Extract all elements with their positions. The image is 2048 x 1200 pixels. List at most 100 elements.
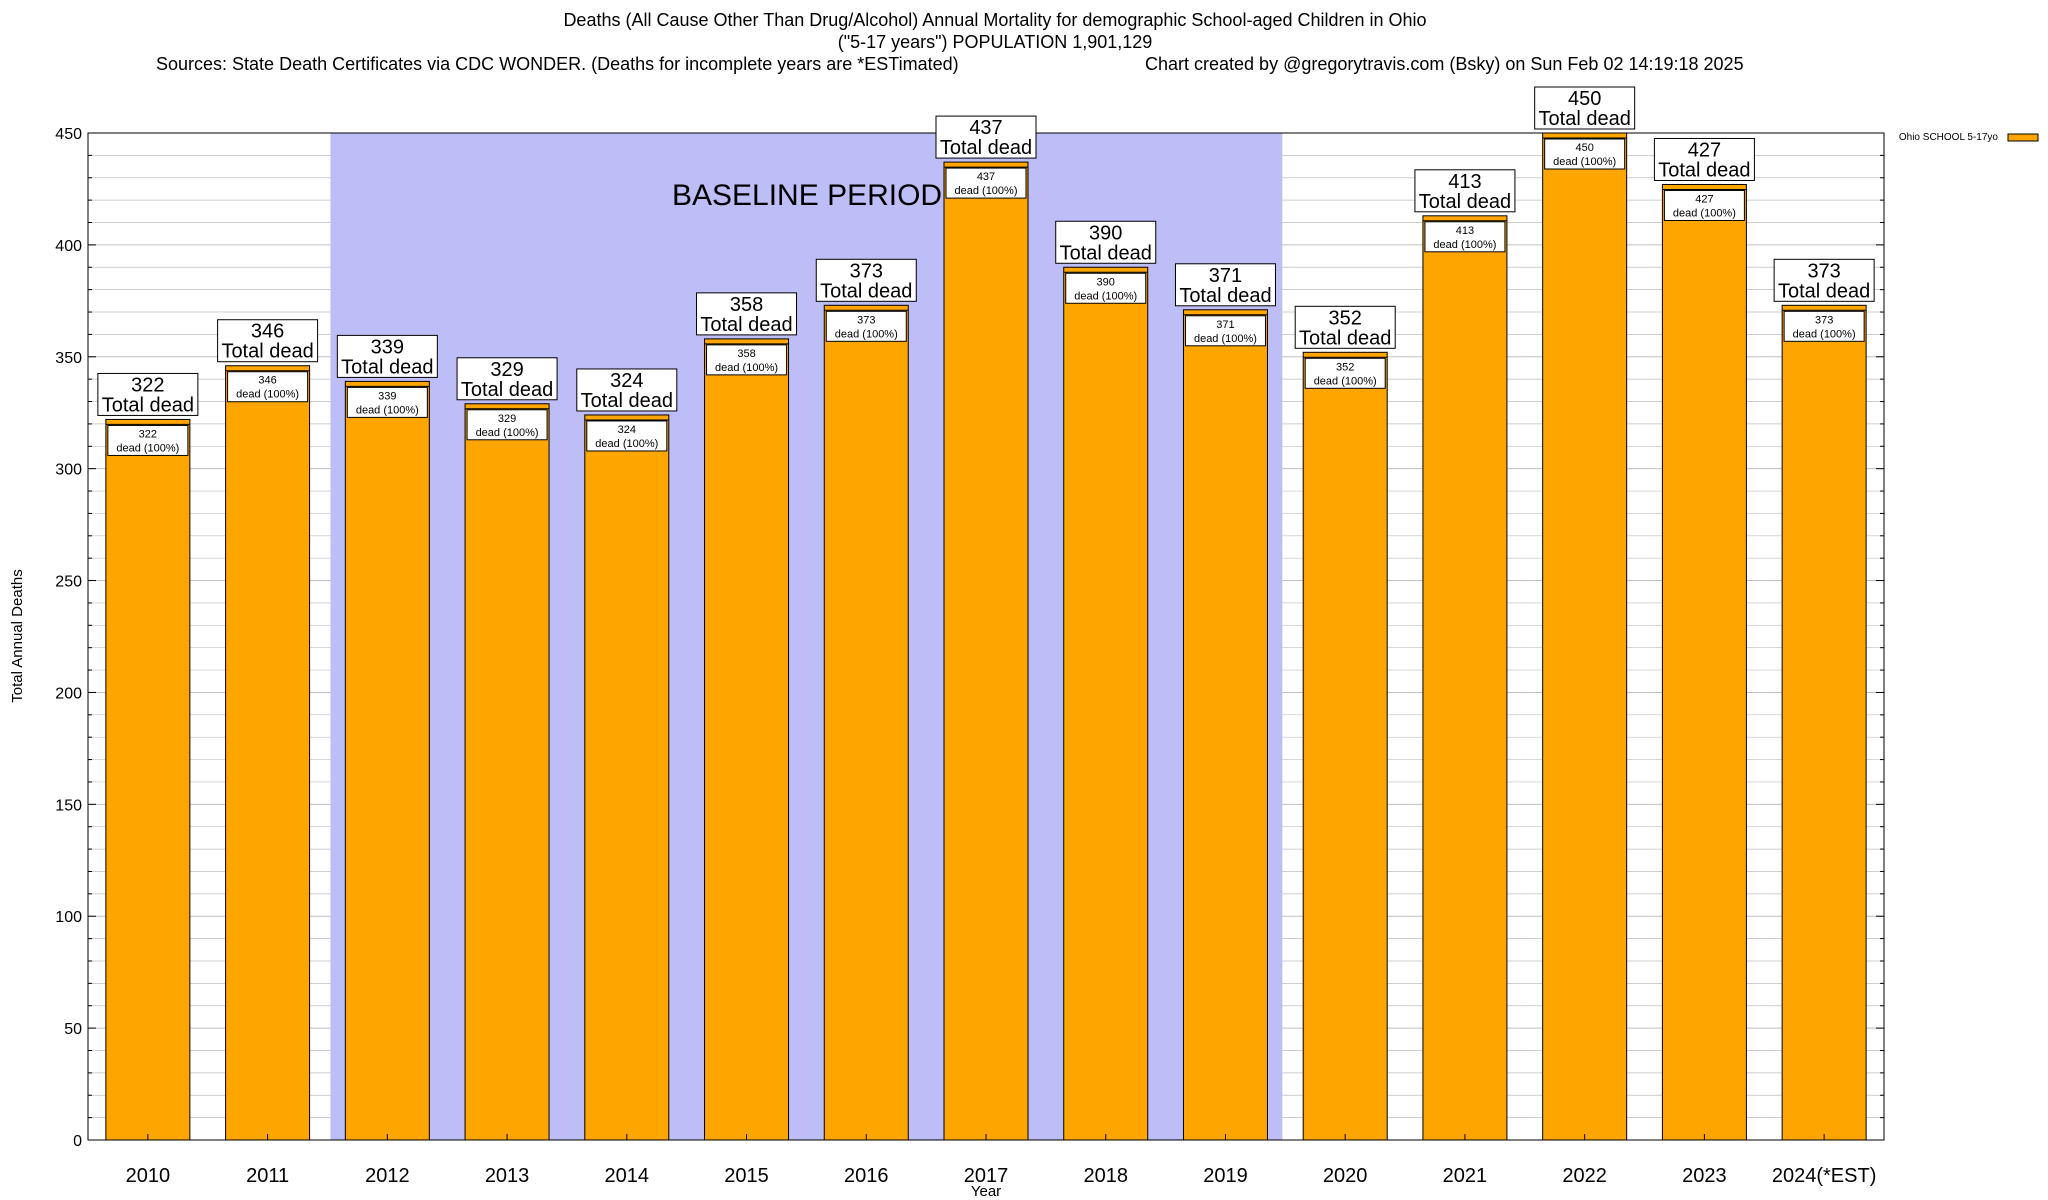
x-tick-label: 2012 xyxy=(365,1165,410,1187)
bar-2014 xyxy=(584,414,670,1141)
inner-value-label: 437 xyxy=(977,171,995,183)
inner-value-label: 427 xyxy=(1695,193,1713,205)
x-tick-label: 2015 xyxy=(724,1165,769,1187)
baseline-period-label: BASELINE PERIOD xyxy=(672,179,942,212)
inner-dead-label: dead (100%) xyxy=(116,442,179,454)
total-value-label: 358 xyxy=(730,294,763,316)
inner-label-box xyxy=(825,310,907,342)
x-tick-label: 2017 xyxy=(964,1165,1009,1187)
total-label-box xyxy=(1773,258,1875,302)
x-tick-label: 2019 xyxy=(1203,1165,1248,1187)
total-dead-label: Total dead xyxy=(1060,242,1152,264)
x-tick-label: 2021 xyxy=(1443,1165,1488,1187)
bar-2012 xyxy=(344,380,430,1141)
legend-swatch xyxy=(2007,133,2039,142)
chart-subtitle: ("5-17 years") POPULATION 1,901,129 xyxy=(837,32,1153,52)
bar-2015 xyxy=(704,338,790,1141)
bar-2011 xyxy=(225,365,311,1141)
total-label-box xyxy=(1174,263,1276,307)
x-tick-label: 2018 xyxy=(1083,1165,1128,1187)
total-value-label: 373 xyxy=(850,260,883,282)
total-dead-label: Total dead xyxy=(341,356,433,378)
inner-value-label: 390 xyxy=(1097,276,1115,288)
total-value-label: 322 xyxy=(131,374,164,396)
total-value-label: 339 xyxy=(371,336,404,358)
total-value-label: 324 xyxy=(610,370,643,392)
inner-value-label: 322 xyxy=(139,428,157,440)
total-value-label: 390 xyxy=(1089,222,1122,244)
y-tick-label: 100 xyxy=(55,909,82,926)
total-dead-label: Total dead xyxy=(1658,159,1750,181)
total-label-box xyxy=(576,368,678,412)
total-label-box xyxy=(815,258,917,302)
inner-value-label: 329 xyxy=(498,413,516,425)
y-axis: 0 50 100 150 200 250 300 350 400 450 xyxy=(55,126,1884,1150)
total-label-box xyxy=(1294,305,1396,349)
inner-value-label: 352 xyxy=(1336,361,1354,373)
inner-dead-label: dead (100%) xyxy=(1194,333,1257,345)
x-tick-label: 2024(*EST) xyxy=(1772,1165,1877,1187)
chart-credit: Chart created by @gregorytravis.com (Bsk… xyxy=(1145,54,1744,74)
total-label-box xyxy=(1534,86,1636,130)
x-tick-label: 2013 xyxy=(485,1165,530,1187)
inner-label-box xyxy=(1065,272,1147,304)
bar-2013 xyxy=(464,403,550,1141)
inner-value-label: 339 xyxy=(378,390,396,402)
total-value-label: 352 xyxy=(1329,307,1362,329)
inner-label-box xyxy=(586,420,668,452)
x-axis: 2010 2011 2012 2013 2014 2015 2016 2017 2018 2019… xyxy=(126,1134,1877,1187)
bar-2023 xyxy=(1661,183,1747,1141)
total-dead-label: Total dead xyxy=(221,341,313,363)
inner-dead-label: dead (100%) xyxy=(1074,290,1137,302)
inner-label-box xyxy=(1663,189,1745,221)
total-dead-label: Total dead xyxy=(1539,108,1631,130)
bar-2017 xyxy=(943,161,1029,1141)
inner-value-label: 371 xyxy=(1216,319,1234,331)
total-dead-label: Total dead xyxy=(1778,280,1870,302)
inner-value-label: 450 xyxy=(1575,142,1593,154)
inner-dead-label: dead (100%) xyxy=(1673,207,1736,219)
total-dead-label: Total dead xyxy=(1179,285,1271,307)
inner-label-box xyxy=(346,386,428,418)
total-label-box xyxy=(696,292,798,336)
total-value-label: 371 xyxy=(1209,265,1242,287)
y-tick-label: 200 xyxy=(55,685,82,702)
total-value-label: 450 xyxy=(1568,88,1601,110)
total-label-box xyxy=(1653,137,1755,181)
bar-2024(*EST) xyxy=(1781,304,1867,1141)
total-value-label: 427 xyxy=(1688,139,1721,161)
inner-label-box xyxy=(1304,357,1386,389)
bars xyxy=(105,132,1867,1141)
y-tick-label: 300 xyxy=(55,462,82,479)
bar-2010 xyxy=(105,418,191,1141)
inner-value-label: 373 xyxy=(857,314,875,326)
bar-2020 xyxy=(1302,351,1388,1141)
bar-2016 xyxy=(823,304,909,1141)
inner-dead-label: dead (100%) xyxy=(236,389,299,401)
x-tick-label: 2011 xyxy=(246,1165,289,1187)
bar-2021 xyxy=(1422,215,1508,1141)
total-value-label: 373 xyxy=(1807,260,1840,282)
total-value-label: 413 xyxy=(1448,171,1481,193)
total-dead-label: Total dead xyxy=(461,379,553,401)
total-value-label: 329 xyxy=(490,359,523,381)
inner-dead-label: dead (100%) xyxy=(356,404,419,416)
inner-dead-label: dead (100%) xyxy=(1433,239,1496,251)
inner-label-box xyxy=(1544,138,1626,170)
total-dead-label: Total dead xyxy=(1419,191,1511,213)
total-label-box xyxy=(1414,169,1516,213)
total-dead-label: Total dead xyxy=(940,137,1032,159)
y-tick-label: 400 xyxy=(55,238,82,255)
inner-dead-label: dead (100%) xyxy=(1314,375,1377,387)
x-tick-label: 2016 xyxy=(844,1165,889,1187)
total-dead-label: Total dead xyxy=(700,314,792,336)
total-label-box xyxy=(217,319,319,363)
bar-2018 xyxy=(1063,266,1149,1141)
inner-dead-label: dead (100%) xyxy=(835,328,898,340)
y-tick-label: 0 xyxy=(73,1133,82,1150)
y-tick-label: 350 xyxy=(55,350,82,367)
total-dead-label: Total dead xyxy=(102,394,194,416)
inner-dead-label: dead (100%) xyxy=(955,185,1018,197)
x-tick-label: 2023 xyxy=(1682,1165,1727,1187)
